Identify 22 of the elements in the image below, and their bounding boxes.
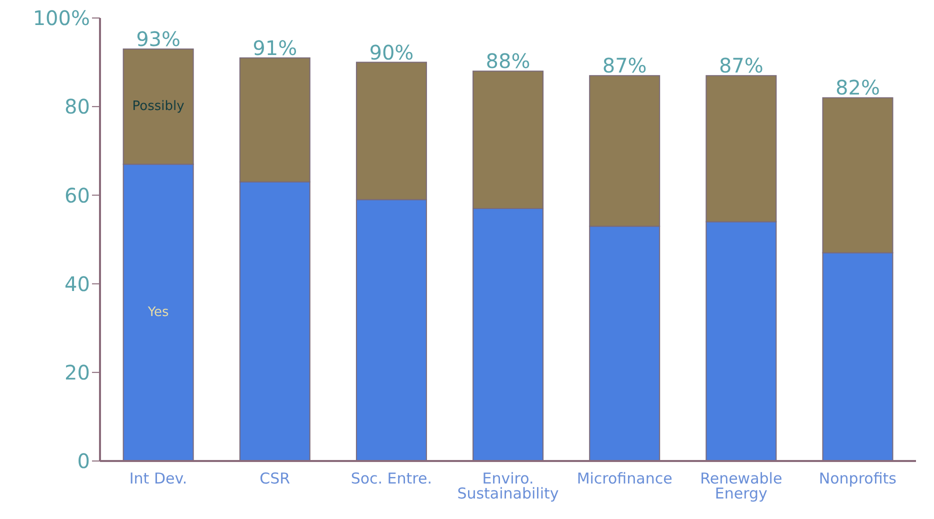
series-label: Possibly	[132, 99, 185, 114]
total-label: 91%	[252, 36, 298, 60]
x-tick-label: Enviro. Sustainability	[457, 470, 559, 503]
x-tick-label: Soc. Entre.	[350, 470, 432, 488]
y-tick-label: 100%	[32, 6, 90, 30]
x-tick-label: Renewable Energy	[700, 470, 782, 503]
total-label: 87%	[602, 54, 647, 78]
total-label: 88%	[486, 49, 530, 74]
total-label: 82%	[836, 76, 880, 100]
total-label: 90%	[369, 40, 414, 64]
y-tick-label: 40	[64, 272, 90, 296]
y-tick-label: 20	[64, 360, 90, 384]
total-label: 93%	[136, 27, 181, 52]
y-tick-label: 0	[77, 449, 90, 474]
series-label: Yes	[146, 305, 170, 320]
x-tick-label: Microfinance	[576, 470, 672, 488]
x-tick-label: Int Dev.	[129, 470, 188, 488]
x-tick-label: CSR	[260, 470, 290, 488]
total-label: 87%	[718, 54, 764, 78]
y-tick-label: 60	[64, 183, 90, 208]
y-tick-label: 80	[64, 94, 90, 119]
x-tick-label: Nonprofits	[818, 470, 897, 488]
